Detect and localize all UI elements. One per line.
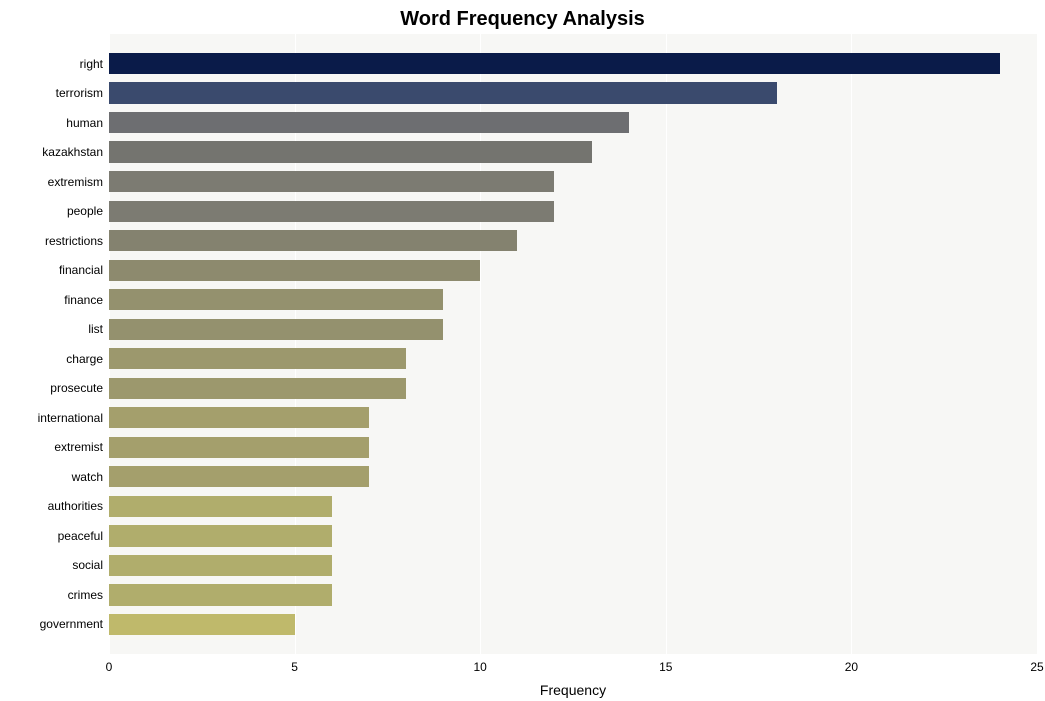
bar: [109, 378, 406, 399]
bar: [109, 555, 332, 576]
x-tick-label: 10: [474, 660, 487, 674]
y-tick-label: restrictions: [45, 234, 109, 248]
bar: [109, 289, 443, 310]
y-tick-label: peaceful: [58, 529, 109, 543]
bar: [109, 112, 629, 133]
y-tick-label: crimes: [68, 588, 109, 602]
bar: [109, 614, 295, 635]
y-tick-label: finance: [64, 293, 109, 307]
bar: [109, 407, 369, 428]
bar: [109, 230, 517, 251]
y-tick-label: extremism: [48, 175, 109, 189]
y-tick-label: human: [66, 116, 109, 130]
plot-area: 0510152025Frequencyrightterrorismhumanka…: [109, 34, 1037, 654]
bar: [109, 584, 332, 605]
x-tick-label: 25: [1030, 660, 1043, 674]
bar: [109, 437, 369, 458]
y-tick-label: social: [72, 558, 109, 572]
x-tick-label: 15: [659, 660, 672, 674]
bar: [109, 260, 480, 281]
x-tick-label: 20: [845, 660, 858, 674]
bar: [109, 53, 1000, 74]
y-tick-label: list: [88, 322, 109, 336]
bar: [109, 466, 369, 487]
y-tick-label: financial: [59, 263, 109, 277]
x-tick-label: 0: [106, 660, 113, 674]
y-tick-label: terrorism: [56, 86, 109, 100]
y-tick-label: extremist: [54, 440, 109, 454]
bar: [109, 348, 406, 369]
gridline: [1037, 34, 1038, 654]
chart-title: Word Frequency Analysis: [0, 8, 1045, 31]
gridline: [666, 34, 667, 654]
bar: [109, 525, 332, 546]
bar: [109, 171, 554, 192]
bar: [109, 201, 554, 222]
x-axis-label: Frequency: [540, 682, 606, 698]
bar: [109, 496, 332, 517]
bar: [109, 141, 592, 162]
y-tick-label: kazakhstan: [42, 145, 109, 159]
y-tick-label: authorities: [48, 499, 109, 513]
y-tick-label: right: [80, 57, 109, 71]
gridline: [851, 34, 852, 654]
chart-container: Word Frequency Analysis 0510152025Freque…: [0, 0, 1045, 701]
y-tick-label: people: [67, 204, 109, 218]
x-tick-label: 5: [291, 660, 298, 674]
y-tick-label: charge: [66, 352, 109, 366]
y-tick-label: watch: [72, 470, 109, 484]
bar: [109, 319, 443, 340]
bar: [109, 82, 777, 103]
y-tick-label: prosecute: [50, 381, 109, 395]
y-tick-label: international: [38, 411, 109, 425]
y-tick-label: government: [40, 617, 109, 631]
